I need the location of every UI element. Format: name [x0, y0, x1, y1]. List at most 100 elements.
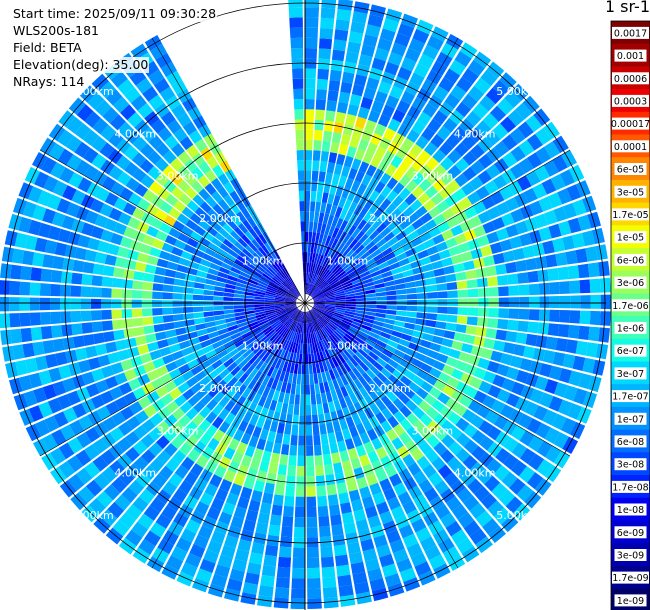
ray-gate — [307, 293, 309, 295]
ray-gate — [328, 225, 336, 237]
ray-gate — [161, 242, 174, 253]
ray-gate — [193, 440, 207, 454]
ray-gate — [511, 460, 527, 477]
ray-gate — [62, 377, 76, 393]
ray-gate — [566, 184, 582, 201]
ray-gate — [211, 191, 223, 203]
ray-gate — [219, 266, 230, 275]
ray-gate — [274, 299, 285, 302]
ray-gate — [369, 577, 386, 592]
ray-gate — [229, 483, 243, 496]
ray-gate — [308, 322, 312, 334]
ray-gate — [354, 148, 366, 161]
ray-gate — [322, 286, 332, 293]
ray-gate — [383, 487, 397, 501]
ray-gate — [346, 479, 358, 492]
ray-gate — [249, 255, 260, 265]
ray-gate — [93, 516, 111, 534]
ray-gate — [335, 328, 345, 338]
ray-gate — [260, 337, 270, 347]
ray-gate — [305, 292, 306, 294]
ray-gate — [250, 272, 261, 280]
ray-gate — [313, 300, 315, 302]
ray-gate — [386, 190, 398, 203]
ray-gate — [524, 491, 542, 509]
ray-gate — [220, 353, 231, 364]
ray-gate — [244, 231, 255, 242]
ray-gate — [426, 69, 443, 85]
ray-gate — [245, 364, 255, 376]
range-ring-label: 5.00km — [496, 85, 538, 98]
ray-gate — [511, 381, 525, 396]
ray-gate — [262, 273, 272, 281]
ray-gate — [281, 526, 293, 538]
ray-gate — [281, 282, 290, 290]
ray-gate — [297, 455, 305, 467]
ray-gate — [497, 98, 514, 115]
ray-gate — [186, 331, 198, 340]
ray-gate — [272, 411, 281, 423]
ray-gate — [285, 382, 292, 394]
ray-gate — [202, 213, 215, 226]
ray-gate — [336, 409, 345, 421]
ray-gate — [241, 454, 252, 467]
ray-gate — [155, 142, 170, 157]
ray-gate — [394, 320, 406, 328]
ray-gate — [246, 282, 258, 288]
ray-gate — [286, 306, 296, 312]
ray-gate — [331, 524, 344, 536]
ray-gate — [266, 312, 277, 318]
ray-gate — [101, 176, 117, 191]
ray-gate — [34, 237, 48, 253]
ray-gate — [267, 343, 276, 354]
ray-gate — [387, 52, 403, 66]
ray-gate — [338, 584, 354, 597]
ray-gate — [154, 266, 167, 276]
ray-gate — [376, 372, 388, 383]
ray-gate — [252, 252, 262, 262]
ray-gate — [420, 339, 432, 349]
ray-gate — [525, 333, 538, 347]
ray-gate — [326, 100, 337, 112]
ray-gate — [592, 359, 606, 376]
ray-gate — [475, 510, 493, 527]
ray-gate — [405, 247, 417, 258]
ray-gate — [188, 337, 200, 346]
ray-gate — [117, 437, 132, 453]
ray-gate — [199, 236, 211, 247]
ray-gate — [346, 330, 357, 339]
ray-gate — [327, 432, 337, 444]
ray-gate — [414, 352, 427, 362]
ray-gate — [321, 350, 328, 361]
ray-gate — [342, 282, 353, 289]
ray-gate — [549, 365, 563, 381]
ray-gate — [496, 227, 509, 241]
ray-gate — [109, 427, 125, 442]
ray-gate — [305, 88, 316, 100]
ray-gate — [261, 450, 272, 463]
ray-gate — [178, 428, 192, 442]
ray-gate — [359, 270, 371, 278]
ray-gate — [305, 160, 312, 171]
ray-gate — [91, 136, 107, 152]
ray-gate — [391, 330, 403, 338]
ray-gate — [290, 310, 299, 319]
ray-gate — [325, 172, 333, 184]
ray-gate — [345, 416, 355, 429]
ray-gate — [292, 311, 300, 320]
ray-gate — [270, 251, 278, 262]
ray-gate — [12, 344, 25, 360]
ray-gate — [500, 353, 513, 366]
ray-gate — [24, 235, 38, 251]
ray-gate — [87, 357, 101, 370]
ray-gate — [133, 326, 145, 337]
ray-gate — [318, 266, 325, 276]
ray-gate — [329, 319, 340, 327]
ray-gate — [114, 256, 127, 268]
ray-gate — [336, 254, 345, 265]
ray-gate — [196, 328, 208, 337]
ray-gate — [76, 432, 92, 449]
ray-gate — [373, 320, 385, 327]
ray-gate — [365, 338, 376, 348]
